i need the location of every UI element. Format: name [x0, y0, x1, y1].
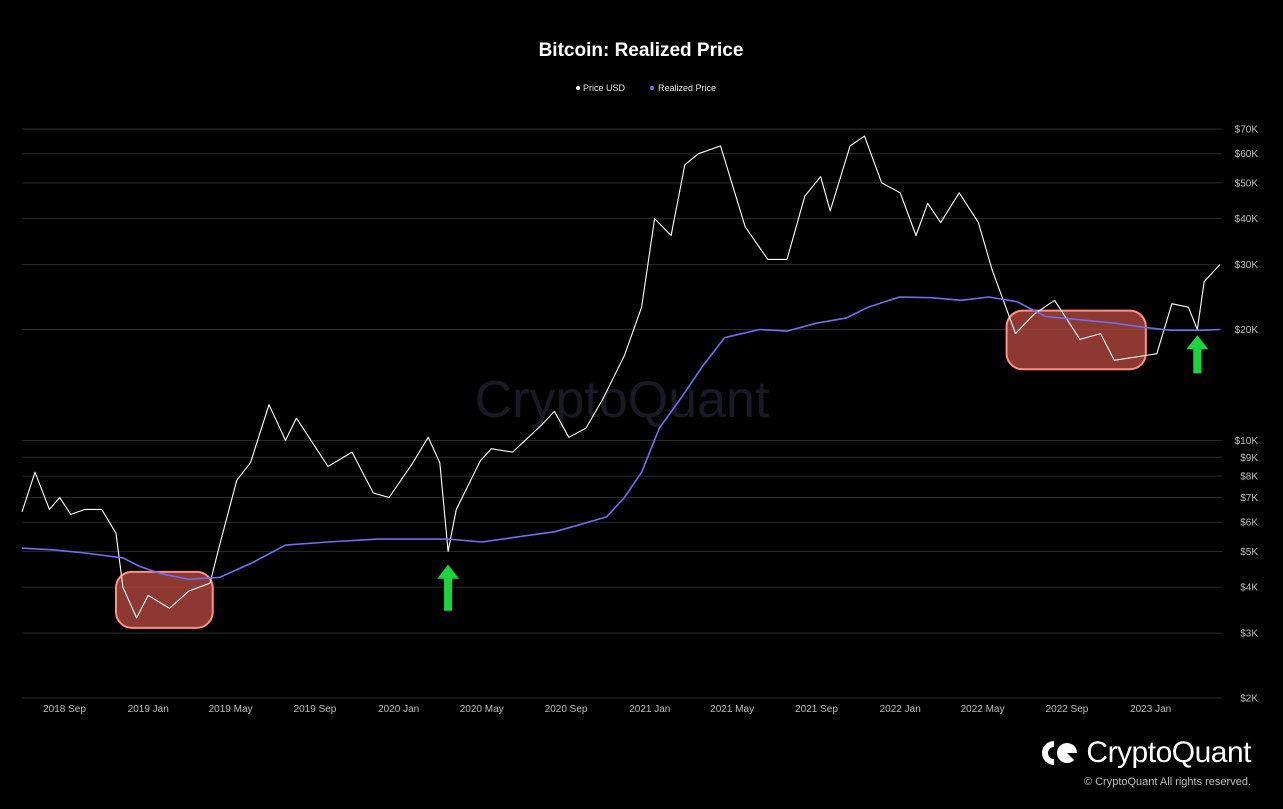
watermark: CryptoQuant [475, 371, 770, 429]
y-tick-label: $10K [1235, 436, 1259, 447]
brand-footer: CryptoQuant [1040, 736, 1251, 770]
up-arrow-icon [1186, 335, 1209, 374]
legend-item-realized-price: Realized Price [658, 83, 716, 93]
chart-title: Bitcoin: Realized Price [539, 40, 744, 61]
price-usd-line [21, 135, 1221, 619]
cryptoquant-logo-icon [1042, 741, 1078, 765]
x-tick-label: 2018 Sep [43, 704, 86, 715]
brand-name: CryptoQuant [1086, 736, 1251, 769]
y-tick-label: $60K [1235, 149, 1259, 160]
y-tick-label: $2K [1240, 694, 1258, 705]
up-arrow-annotation [1186, 335, 1209, 374]
legend-realized-marker [650, 86, 654, 90]
chart-legend: Price USD Realized Price [576, 83, 716, 93]
chart-gridlines [22, 128, 1222, 699]
y-tick-label: $50K [1235, 178, 1259, 189]
y-tick-label: $30K [1235, 260, 1259, 271]
x-tick-label: 2022 May [961, 704, 1005, 715]
legend-price-marker [576, 86, 580, 90]
up-arrow-icon [437, 564, 460, 611]
legend-item-price-usd: Price USD [583, 83, 626, 93]
annotation-arrows [437, 335, 1209, 611]
x-tick-label: 2021 Sep [795, 704, 838, 715]
x-tick-label: 2019 Sep [294, 704, 337, 715]
y-tick-label: $20K [1235, 325, 1259, 336]
x-tick-label: 2019 Jan [128, 704, 169, 715]
x-axis: 2018 Sep 2019 Jan 2019 May 2019 Sep 2020 Jan… [43, 704, 1171, 715]
x-tick-label: 2020 May [460, 704, 504, 715]
realized-price-line [21, 296, 1220, 581]
y-tick-label: $3K [1240, 629, 1258, 640]
highlight-boxes [114, 309, 1147, 629]
y-tick-label: $7K [1240, 493, 1258, 504]
x-tick-label: 2019 May [209, 704, 253, 715]
highlight-box [114, 570, 214, 629]
y-tick-label: $8K [1240, 472, 1258, 483]
x-tick-label: 2023 Jan [1130, 704, 1171, 715]
y-tick-label: $70K [1235, 125, 1259, 136]
y-axis: $2K $3K $4K $5K $6K $7K $8K $9K $10K $20K $30K $40K… [1235, 125, 1259, 705]
y-tick-label: $5K [1240, 547, 1258, 558]
x-tick-label: 2021 Jan [629, 704, 670, 715]
x-tick-label: 2022 Sep [1046, 704, 1089, 715]
x-tick-label: 2021 May [710, 704, 754, 715]
chart-series [21, 135, 1221, 619]
x-tick-label: 2020 Jan [378, 704, 419, 715]
x-tick-label: 2022 Jan [880, 704, 921, 715]
y-tick-label: $40K [1235, 214, 1259, 225]
y-tick-label: $6K [1240, 518, 1258, 529]
y-tick-label: $9K [1240, 453, 1258, 464]
up-arrow-annotation [437, 564, 460, 611]
y-tick-label: $4K [1240, 583, 1258, 594]
x-tick-label: 2020 Sep [545, 704, 588, 715]
copyright-notice: © CryptoQuant All rights reserved. [1083, 776, 1251, 788]
